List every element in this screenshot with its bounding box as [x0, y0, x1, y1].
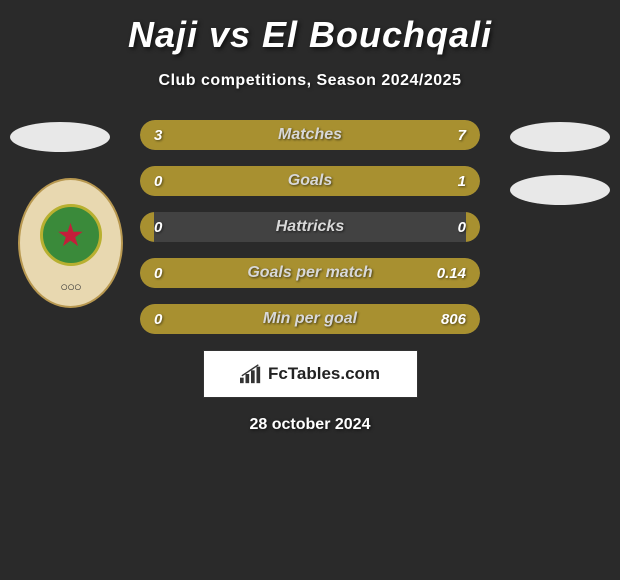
stats-container: 3Matches70Goals10Hattricks00Goals per ma…	[140, 120, 480, 334]
subtitle: Club competitions, Season 2024/2025	[0, 72, 620, 90]
stat-label: Hattricks	[140, 218, 480, 236]
date-text: 28 october 2024	[0, 416, 620, 434]
player-left-badge	[10, 122, 110, 152]
stat-value-right: 1	[458, 173, 466, 190]
player-right-badge-1	[510, 122, 610, 152]
stat-value-right: 0.14	[437, 265, 466, 282]
brand-box[interactable]: FcTables.com	[203, 350, 418, 398]
stat-value-right: 806	[441, 311, 466, 328]
stat-row: 3Matches7	[140, 120, 480, 150]
stat-row: 0Goals1	[140, 166, 480, 196]
stat-row: 0Goals per match0.14	[140, 258, 480, 288]
stat-value-right: 0	[458, 219, 466, 236]
brand-text: FcTables.com	[268, 364, 380, 384]
stat-row: 0Hattricks0	[140, 212, 480, 242]
stat-value-right: 7	[458, 127, 466, 144]
page-title: Naji vs El Bouchqali	[0, 0, 620, 56]
star-icon: ★	[40, 204, 102, 266]
rings-icon: ○○○	[60, 279, 81, 294]
chart-icon	[240, 364, 262, 384]
player-right-badge-2	[510, 175, 610, 205]
stat-label: Min per goal	[140, 310, 480, 328]
stat-label: Goals per match	[140, 264, 480, 282]
stat-label: Goals	[140, 172, 480, 190]
stat-label: Matches	[140, 126, 480, 144]
stat-row: 0Min per goal806	[140, 304, 480, 334]
team-crest: ★ ○○○	[18, 178, 123, 308]
